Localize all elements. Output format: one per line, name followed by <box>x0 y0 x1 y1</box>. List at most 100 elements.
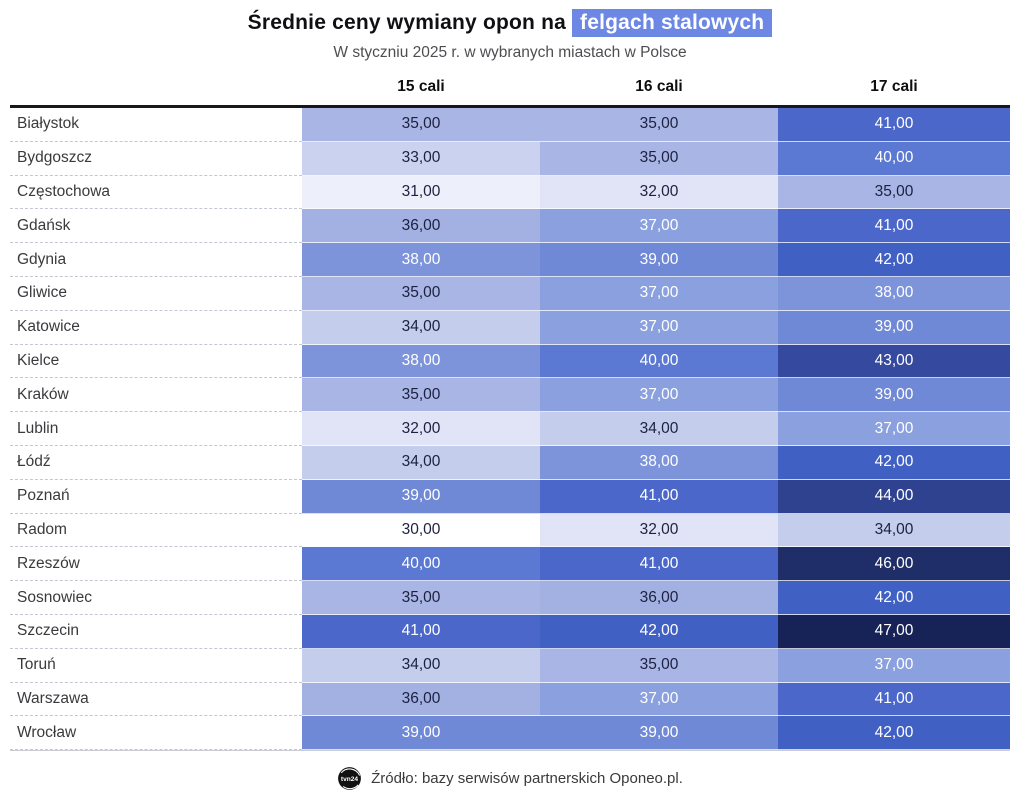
price-cell: 37,00 <box>540 378 778 413</box>
price-cell: 35,00 <box>302 276 540 311</box>
price-cell: 34,00 <box>778 513 1010 548</box>
price-cell: 39,00 <box>540 243 778 277</box>
table-row: Szczecin 41,00 42,00 47,00 <box>10 614 1010 649</box>
price-cell: 31,00 <box>302 175 540 210</box>
table-row: Białystok 35,00 35,00 41,00 <box>10 108 1010 142</box>
table-row: Radom 30,00 32,00 34,00 <box>10 513 1010 548</box>
price-cell: 34,00 <box>302 310 540 345</box>
price-cell: 34,00 <box>302 648 540 683</box>
table-row: Rzeszów 40,00 41,00 46,00 <box>10 547 1010 582</box>
price-cell: 38,00 <box>540 445 778 480</box>
city-label: Toruń <box>10 648 302 683</box>
city-label: Kielce <box>10 344 302 379</box>
city-label: Katowice <box>10 310 302 345</box>
table-row: Toruń 34,00 35,00 37,00 <box>10 648 1010 683</box>
price-cell: 36,00 <box>540 581 778 615</box>
header-corner <box>10 78 302 105</box>
city-label: Sosnowiec <box>10 581 302 615</box>
price-cell: 35,00 <box>302 378 540 413</box>
price-cell: 37,00 <box>540 310 778 345</box>
price-cell: 36,00 <box>302 209 540 244</box>
price-cell: 38,00 <box>302 243 540 277</box>
column-header-15cali: 15 cali <box>397 78 445 95</box>
price-cell: 35,00 <box>540 108 778 142</box>
price-cell: 37,00 <box>778 648 1010 683</box>
city-label: Szczecin <box>10 614 302 649</box>
price-cell: 42,00 <box>540 614 778 649</box>
price-cell: 46,00 <box>778 547 1010 582</box>
title-text: Średnie ceny wymiany opon na <box>247 11 566 34</box>
city-label: Białystok <box>10 108 302 142</box>
table-body: Białystok 35,00 35,00 41,00 Bydgoszcz 33,00 35… <box>10 108 1010 752</box>
price-cell: 32,00 <box>302 412 540 446</box>
table-row: Łódź 34,00 38,00 42,00 <box>10 445 1010 480</box>
table-row: Kielce 38,00 40,00 43,00 <box>10 344 1010 379</box>
city-label: Częstochowa <box>10 175 302 210</box>
price-cell: 42,00 <box>778 581 1010 615</box>
city-label: Gdańsk <box>10 209 302 244</box>
price-cell: 41,00 <box>540 547 778 582</box>
price-cell: 39,00 <box>302 716 540 751</box>
price-cell: 38,00 <box>302 344 540 379</box>
price-cell: 41,00 <box>778 108 1010 142</box>
price-cell: 33,00 <box>302 141 540 176</box>
price-cell: 39,00 <box>778 310 1010 345</box>
table-row: Gdańsk 36,00 37,00 41,00 <box>10 209 1010 244</box>
city-label: Bydgoszcz <box>10 141 302 176</box>
city-label: Kraków <box>10 378 302 413</box>
column-header-17cali: 17 cali <box>870 78 918 95</box>
table-row: Bydgoszcz 33,00 35,00 40,00 <box>10 141 1010 176</box>
table-row: Gdynia 38,00 39,00 42,00 <box>10 243 1010 277</box>
city-label: Rzeszów <box>10 547 302 582</box>
price-cell: 35,00 <box>302 108 540 142</box>
table-row: Wrocław 39,00 39,00 42,00 <box>10 716 1010 751</box>
price-cell: 35,00 <box>778 175 1010 210</box>
price-cell: 42,00 <box>778 243 1010 277</box>
city-label: Poznań <box>10 479 302 514</box>
table-row: Warszawa 36,00 37,00 41,00 <box>10 682 1010 717</box>
price-cell: 34,00 <box>540 412 778 446</box>
table-row: Poznań 39,00 41,00 44,00 <box>10 479 1010 514</box>
price-cell: 37,00 <box>540 682 778 717</box>
price-cell: 47,00 <box>778 614 1010 649</box>
price-cell: 44,00 <box>778 479 1010 514</box>
table-row: Kraków 35,00 37,00 39,00 <box>10 378 1010 413</box>
svg-text:tvn24: tvn24 <box>341 776 359 783</box>
price-cell: 35,00 <box>540 648 778 683</box>
table-row: Lublin 32,00 34,00 37,00 <box>10 412 1010 446</box>
price-cell: 30,00 <box>302 513 540 548</box>
city-label: Radom <box>10 513 302 548</box>
price-cell: 41,00 <box>778 682 1010 717</box>
price-cell: 42,00 <box>778 716 1010 751</box>
city-label: Wrocław <box>10 716 302 751</box>
price-cell: 38,00 <box>778 276 1010 311</box>
price-cell: 35,00 <box>540 141 778 176</box>
price-cell: 41,00 <box>778 209 1010 244</box>
price-cell: 34,00 <box>302 445 540 480</box>
city-label: Lublin <box>10 412 302 446</box>
price-cell: 43,00 <box>778 344 1010 379</box>
price-cell: 32,00 <box>540 175 778 210</box>
city-label: Gdynia <box>10 243 302 277</box>
page-title: Średnie ceny wymiany opon na felgach sta… <box>0 0 1020 37</box>
table-header: 15 cali 16 cali 17 cali <box>10 78 1010 108</box>
price-cell: 36,00 <box>302 682 540 717</box>
price-cell: 40,00 <box>302 547 540 582</box>
price-cell: 40,00 <box>540 344 778 379</box>
price-cell: 42,00 <box>778 445 1010 480</box>
source-row: tvn24 Źródło: bazy serwisów partnerskich… <box>0 766 1020 791</box>
price-cell: 32,00 <box>540 513 778 548</box>
price-cell: 37,00 <box>778 412 1010 446</box>
price-cell: 39,00 <box>302 479 540 514</box>
tvn24-logo: tvn24 <box>337 766 362 791</box>
city-label: Warszawa <box>10 682 302 717</box>
price-cell: 39,00 <box>540 716 778 751</box>
title-highlight: felgach stalowych <box>572 9 773 37</box>
price-cell: 35,00 <box>302 581 540 615</box>
table-row: Częstochowa 31,00 32,00 35,00 <box>10 175 1010 210</box>
price-cell: 37,00 <box>540 209 778 244</box>
price-cell: 40,00 <box>778 141 1010 176</box>
table-row: Sosnowiec 35,00 36,00 42,00 <box>10 581 1010 615</box>
price-cell: 39,00 <box>778 378 1010 413</box>
